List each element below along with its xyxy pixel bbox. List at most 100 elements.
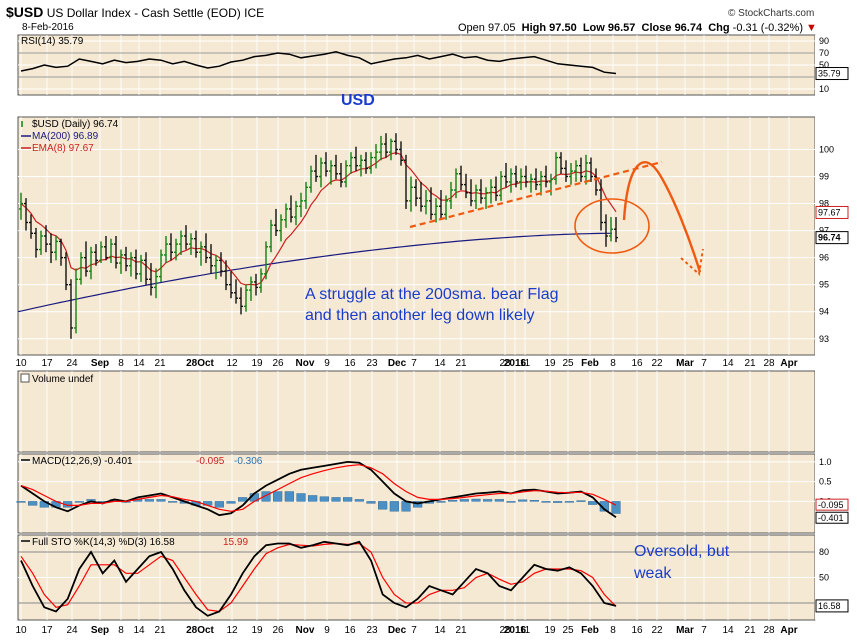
macd-legend: MACD(12,26,9) -0.401 [32,456,133,467]
x-tick-label: 21 [455,358,467,369]
macd-value-box [815,511,849,524]
price-y-tick: 93 [819,334,829,344]
x-tick-label-bottom: 19 [544,625,556,636]
x-tick-label: 8 [610,358,616,369]
macd-histogram-bar [529,500,539,502]
x-tick-label: 26 [272,358,284,369]
rsi-value-label: 35.79 [818,69,841,79]
macd-histogram-bar [296,493,306,502]
macd-histogram-bar [588,501,598,505]
x-tick-label-bottom: 14 [434,625,446,636]
x-tick-label-bottom: 19 [251,625,263,636]
macd-histogram-bar [413,501,423,508]
macd-legend-histogram: -0.306 [234,456,263,467]
macd-macd-line [20,460,617,518]
rsi-value-box [815,67,849,81]
x-tick-label-bottom: 26 [272,625,284,636]
macd-value-label: -0.401 [818,513,844,523]
x-tick-label-bottom: 16 [344,625,356,636]
bear-flag-note-line1: A struggle at the 200sma. bear Flag [305,286,559,303]
x-tick-label: 14 [722,358,734,369]
x-tick-label-bottom: 2016 [504,625,527,636]
x-tick-label: 25 [562,358,574,369]
price-y-tick: 95 [819,280,829,290]
open-value: 97.05 [487,22,516,34]
macd-histogram-bar [459,499,469,502]
price-y-tick: 98 [819,199,829,209]
signal-value-label: -0.095 [818,500,844,510]
x-tick-label-bottom: Apr [780,625,797,636]
ema8-line [20,152,617,286]
y-axis-strip [815,35,849,620]
x-tick-label: Nov [296,358,315,369]
x-tick-label-bottom: 11 [520,625,531,636]
price-y-tick: 99 [819,172,829,182]
x-tick-label: 23 [366,358,378,369]
x-tick-label-bottom: 21 [455,625,467,636]
x-tick-label-bottom: Feb [581,625,599,636]
x-tick-label: 14 [434,358,446,369]
source-credit: © StockCharts.com [728,8,815,19]
x-tick-label: 21 [154,358,166,369]
rsi-line [20,51,617,75]
macd-histogram-bar [564,501,574,503]
rsi-legend: RSI(14) 35.79 [21,36,84,47]
high-value: 97.50 [549,22,577,34]
x-tick-label: 7 [411,358,417,369]
sto-legend-d: 15.99 [223,537,248,548]
signal-value-box [815,498,849,511]
macd-histogram-bar [168,501,178,503]
x-tick-label-bottom: 28 [763,625,775,636]
price-y-tick: 96 [819,253,829,263]
macd-histogram-bar [541,501,551,503]
macd-histogram-bar [74,501,84,503]
panel-vol [17,370,816,453]
macd-histogram-bar [576,500,586,502]
macd-histogram-bar [448,500,458,502]
oversold-note-line1: Oversold, but [634,543,730,560]
x-tick-label: 19 [544,358,556,369]
volume-legend-icon [20,373,30,383]
x-tick-label: 8 [118,358,124,369]
x-tick-label: 14 [133,358,145,369]
macd-histogram-bar [331,497,341,502]
x-tick-label-bottom: 10 [15,625,27,636]
macd-histogram-bar [226,501,236,504]
macd-histogram-bar [284,491,294,502]
panel-macd [17,453,816,534]
x-tick-label: 9 [324,358,330,369]
macd-histogram-bar [611,501,621,514]
close-label: Close [641,22,672,34]
usd-annotation: USD [341,92,375,109]
macd-histogram-bar [354,499,364,502]
x-tick-label: 7 [701,358,707,369]
x-tick-label: Sep [91,358,109,369]
oversold-note-line2: weak [634,565,672,582]
macd-histogram-bar [518,499,528,502]
x-tick-label-bottom: 21 [744,625,756,636]
ema-value-box [815,205,849,219]
x-tick-label: 28 [763,358,775,369]
x-tick-label-bottom: 21 [154,625,166,636]
rsi-y-tick: 90 [819,36,829,46]
x-tick-label-bottom: Mar [676,625,694,636]
instrument-name: US Dollar Index - Cash Settle (EOD) [46,6,241,20]
high-label: High [521,22,547,34]
x-tick-label-bottom: Nov [296,625,315,636]
x-tick-label: Feb [581,358,599,369]
projection-curve [622,161,702,273]
x-tick-label: 10 [15,358,27,369]
macd-signal-line [20,464,617,512]
x-tick-label: 12 [226,358,238,369]
macd-histogram-bar [16,501,26,503]
chg-down-arrow-icon: ▼ [806,22,817,34]
macd-histogram-bar [366,501,376,504]
macd-histogram-bar [273,491,283,502]
price-legend-ma: MA(200) 96.89 [32,131,99,142]
exchange: ICE [244,6,265,20]
x-tick-label: 24 [66,358,78,369]
macd-histogram-bar [343,497,353,502]
close-value-box [815,231,849,245]
macd-histogram-bar [319,496,329,502]
x-tick-label-bottom: 7 [701,625,707,636]
